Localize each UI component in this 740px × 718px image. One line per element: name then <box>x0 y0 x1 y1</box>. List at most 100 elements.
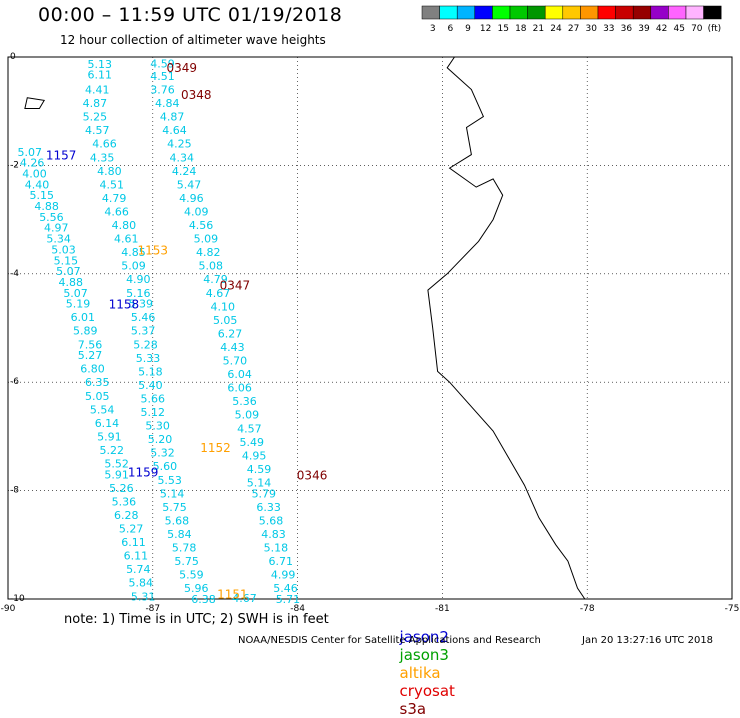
wave-height-label: 4.35 <box>90 151 115 164</box>
wave-height-label: 5.40 <box>138 379 163 392</box>
wave-height-label: 5.14 <box>247 476 272 489</box>
wave-height-label: 5.84 <box>167 528 192 541</box>
wave-height-label: 4.99 <box>271 569 296 582</box>
wave-height-values: 5.136.114.414.875.254.574.664.354.804.51… <box>17 58 300 606</box>
axis-ticks: -90 -87 -84 -81 -78 -75 0 -2 -4 -6 -8 -10 <box>1 52 740 614</box>
plot-frame <box>7 56 733 600</box>
wave-height-label: 5.20 <box>148 433 173 446</box>
legend-label: 42 <box>656 24 667 34</box>
wave-height-label: 4.82 <box>196 246 221 259</box>
wave-height-label: 5.47 <box>177 178 202 191</box>
wave-height-label: 4.83 <box>261 528 286 541</box>
wave-height-label: 4.57 <box>237 422 262 435</box>
wave-height-label: 5.26 <box>109 482 134 495</box>
legend-swatch <box>492 5 511 20</box>
legend-swatch <box>650 5 669 20</box>
coastline-path <box>427 56 586 600</box>
wave-height-label: 5.74 <box>126 563 151 576</box>
wave-height-label: 5.07 <box>63 287 88 300</box>
legend-swatch <box>456 5 476 20</box>
wave-height-label: 6.33 <box>256 501 281 514</box>
island-outline <box>24 97 46 109</box>
wave-height-label: 6.14 <box>95 417 120 430</box>
satellite-altika: altika <box>399 664 441 682</box>
coastline <box>24 56 586 600</box>
wave-height-label: 4.43 <box>220 341 245 354</box>
legend-label: 15 <box>497 24 508 34</box>
wave-height-label: 6.38 <box>191 593 216 606</box>
altimeter-map: 3 6 9 12 15 18 21 24 27 30 33 36 39 42 45 70 (ft) -90 -87… <box>1 5 740 614</box>
satellite-jason2: jason2 <box>399 628 449 646</box>
wave-height-label: 5.68 <box>165 514 190 527</box>
wave-height-label: 3.76 <box>150 84 175 97</box>
pass-time-label: 0349 <box>166 61 197 75</box>
generated-timestamp: Jan 20 13:27:16 UTC 2018 <box>582 635 714 646</box>
legend-label: 36 <box>621 24 633 34</box>
x-tick-label: -81 <box>435 604 450 614</box>
wave-height-label: 5.09 <box>235 409 260 422</box>
wave-height-label: 4.84 <box>155 97 180 110</box>
wave-height-label: 4.67 <box>206 287 231 300</box>
wave-height-label: 5.34 <box>46 233 71 246</box>
wave-height-label: 4.85 <box>121 246 146 259</box>
wave-height-label: 5.75 <box>174 555 199 568</box>
wave-height-label: 6.35 <box>85 376 110 389</box>
wave-height-label: 4.10 <box>211 300 236 313</box>
y-tick-label: -10 <box>10 594 25 604</box>
wave-height-label: 5.91 <box>104 468 129 481</box>
wave-height-label: 5.05 <box>213 314 238 327</box>
y-tick-label: 0 <box>10 52 16 62</box>
wave-height-label: 5.78 <box>172 542 197 555</box>
legend-label: 9 <box>465 24 471 34</box>
wave-height-label: 4.34 <box>170 151 195 164</box>
wave-height-label: 4.56 <box>189 219 214 232</box>
x-tick-label: -90 <box>1 604 16 614</box>
satellite-cryosat: cryosat <box>399 682 455 700</box>
pass-time-label: 1157 <box>46 149 77 163</box>
wave-height-label: 5.14 <box>160 487 185 500</box>
wave-height-label: 6.27 <box>218 327 243 340</box>
legend-label: 27 <box>568 24 579 34</box>
wave-height-label: 5.07 <box>56 265 81 278</box>
wave-height-label: 5.36 <box>112 495 137 508</box>
wave-height-label: 5.52 <box>104 458 129 471</box>
legend-swatch <box>474 5 493 20</box>
pass-time-label: 0347 <box>220 279 251 293</box>
wave-height-label: 5.18 <box>138 365 163 378</box>
wave-height-label: 5.71 <box>276 593 301 606</box>
wave-height-label: 5.79 <box>252 487 277 500</box>
legend-swatch <box>703 5 722 20</box>
legend-swatch <box>685 5 704 20</box>
wave-height-label: 6.06 <box>227 382 252 395</box>
wave-height-label: 4.79 <box>203 273 228 286</box>
wave-height-label: 4.51 <box>150 70 175 83</box>
wave-height-label: 5.27 <box>119 523 144 536</box>
wave-height-label: 4.80 <box>112 219 137 232</box>
wave-height-label: 4.87 <box>160 111 185 124</box>
y-tick-label: -2 <box>10 160 19 170</box>
wave-height-label: 5.31 <box>131 590 156 603</box>
legend-label: 6 <box>448 24 454 34</box>
wave-height-label: 4.88 <box>58 276 83 289</box>
wave-height-label: 5.05 <box>85 390 110 403</box>
y-tick-label: -4 <box>10 269 19 279</box>
wave-height-label: 4.79 <box>102 192 127 205</box>
wave-height-label: 5.84 <box>128 577 153 590</box>
wave-height-label: 5.16 <box>126 287 151 300</box>
wave-height-label: 4.80 <box>97 165 122 178</box>
wave-height-label: 5.68 <box>259 514 284 527</box>
wave-height-label: 6.11 <box>124 550 149 563</box>
wave-height-label: 5.89 <box>73 325 98 338</box>
wave-height-label: 5.54 <box>90 403 115 416</box>
wave-height-label: 4.61 <box>114 233 139 246</box>
legend-swatch <box>615 5 634 20</box>
x-tick-label: -84 <box>290 604 305 614</box>
wave-height-label: 5.12 <box>141 406 166 419</box>
wave-height-label: 5.07 <box>17 146 42 159</box>
chart-subtitle: 12 hour collection of altimeter wave hei… <box>60 33 326 47</box>
satellite-legend: jason2 jason3 altika cryosat s3a <box>390 610 455 718</box>
wave-height-label: 5.09 <box>194 233 219 246</box>
legend-label: 70 <box>691 24 703 34</box>
wave-height-label: 5.33 <box>136 352 161 365</box>
wave-height-label: 5.56 <box>39 211 64 224</box>
